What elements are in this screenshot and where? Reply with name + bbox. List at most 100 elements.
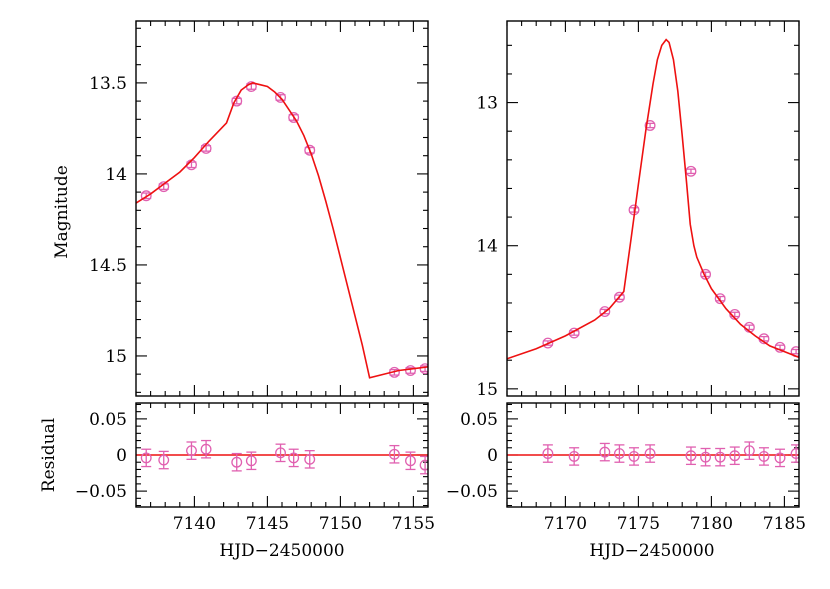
data-point — [275, 443, 286, 463]
point-marker — [288, 112, 300, 123]
x-tick-label: 7140 — [173, 514, 216, 534]
data-point — [628, 447, 640, 466]
data-point — [790, 444, 799, 463]
data-point — [599, 442, 611, 462]
y-tick-label: −0.05 — [75, 482, 127, 502]
x-tick-label: 7185 — [763, 514, 806, 534]
plot-area — [136, 81, 428, 379]
panel-right-bottom: −0.05 0 0.05 7170 7175 7180 7185 — [446, 402, 806, 534]
point-marker — [714, 293, 726, 305]
y-tick-label: 15 — [105, 347, 127, 367]
data-point — [200, 142, 212, 154]
panel-left-bottom: −0.05 0 0.05 7140 7145 7150 7155 — [75, 402, 435, 534]
data-point — [275, 92, 286, 103]
plot-area — [507, 38, 799, 360]
data-point — [685, 165, 697, 177]
y-tick-label: 14 — [476, 237, 498, 257]
point-marker — [714, 451, 726, 463]
point-marker — [790, 448, 799, 460]
data-point — [158, 450, 170, 470]
data-point — [231, 452, 243, 472]
x-tick-label: 7145 — [246, 514, 289, 534]
panel-right-top: 13 14 15 — [476, 20, 800, 400]
y-tick-label: 13.5 — [89, 74, 127, 94]
x-axis-title-right: HJD−2450000 — [589, 541, 714, 561]
model-curve — [136, 82, 428, 379]
point-marker — [140, 190, 152, 202]
data-point — [200, 439, 212, 459]
y-tick-label: 15 — [476, 380, 498, 400]
data-point — [245, 451, 257, 471]
y-tick-label: 14.5 — [89, 256, 127, 276]
data-point — [288, 448, 300, 468]
data-point — [743, 441, 755, 460]
point-marker — [700, 268, 712, 280]
x-tick-label: 7180 — [690, 514, 733, 534]
point-marker — [568, 450, 580, 462]
point-marker — [275, 447, 286, 459]
panel-left-top: 13.5 14 14.5 15 — [89, 20, 429, 397]
y-tick-label: 13 — [476, 94, 498, 114]
y-tick-label: 0.05 — [89, 410, 127, 430]
y-tick-label: −0.05 — [446, 482, 498, 502]
point-marker — [685, 450, 697, 462]
point-marker — [743, 445, 755, 457]
point-marker — [419, 363, 428, 375]
y-tick-label: 0.05 — [460, 410, 498, 430]
x-tick-label: 7150 — [319, 514, 362, 534]
data-point — [729, 446, 741, 466]
data-point — [186, 441, 197, 460]
data-point — [613, 444, 625, 463]
point-marker — [288, 452, 300, 464]
data-point — [405, 365, 416, 376]
y-tick-label: 14 — [105, 165, 127, 185]
point-marker — [245, 455, 257, 467]
x-axis-title-left: HJD−2450000 — [219, 541, 344, 561]
y-axis-title-magnitude: Magnitude — [52, 165, 72, 259]
y-tick-label: 0 — [487, 446, 498, 466]
data-point — [644, 444, 656, 463]
panel-frame — [506, 20, 800, 397]
data-point — [542, 444, 554, 463]
panel-frame — [135, 20, 429, 397]
x-tick-label: 7155 — [392, 514, 435, 534]
point-marker — [419, 459, 428, 471]
point-marker — [628, 450, 640, 462]
model-curve — [507, 38, 799, 360]
point-marker — [405, 365, 416, 376]
data-point — [758, 447, 770, 466]
point-marker — [644, 448, 656, 460]
data-point — [388, 444, 400, 464]
y-tick-label: 0 — [116, 446, 127, 466]
point-marker — [613, 291, 625, 303]
y-axis-title-residual: Residual — [39, 418, 59, 492]
data-point — [568, 447, 580, 466]
point-marker — [729, 450, 741, 462]
point-marker — [186, 445, 197, 457]
x-tick-label: 7170 — [544, 514, 587, 534]
data-point — [304, 450, 316, 469]
plot-area — [507, 441, 799, 468]
point-marker — [405, 455, 416, 467]
point-marker — [304, 453, 316, 465]
point-marker — [158, 454, 170, 466]
point-marker — [758, 450, 770, 462]
point-marker — [304, 144, 316, 156]
data-point — [405, 451, 416, 471]
point-marker — [599, 306, 611, 318]
point-marker — [599, 446, 611, 458]
point-marker — [542, 448, 554, 460]
x-tick-label: 7175 — [617, 514, 660, 534]
panel-frame — [506, 402, 800, 508]
point-marker — [158, 181, 170, 193]
data-point — [700, 447, 712, 467]
plot-area — [136, 439, 428, 475]
panel-frame — [135, 402, 429, 508]
point-marker — [231, 456, 243, 468]
data-point — [774, 448, 786, 468]
point-marker — [542, 337, 554, 349]
point-marker — [774, 452, 786, 464]
point-marker — [613, 448, 625, 460]
